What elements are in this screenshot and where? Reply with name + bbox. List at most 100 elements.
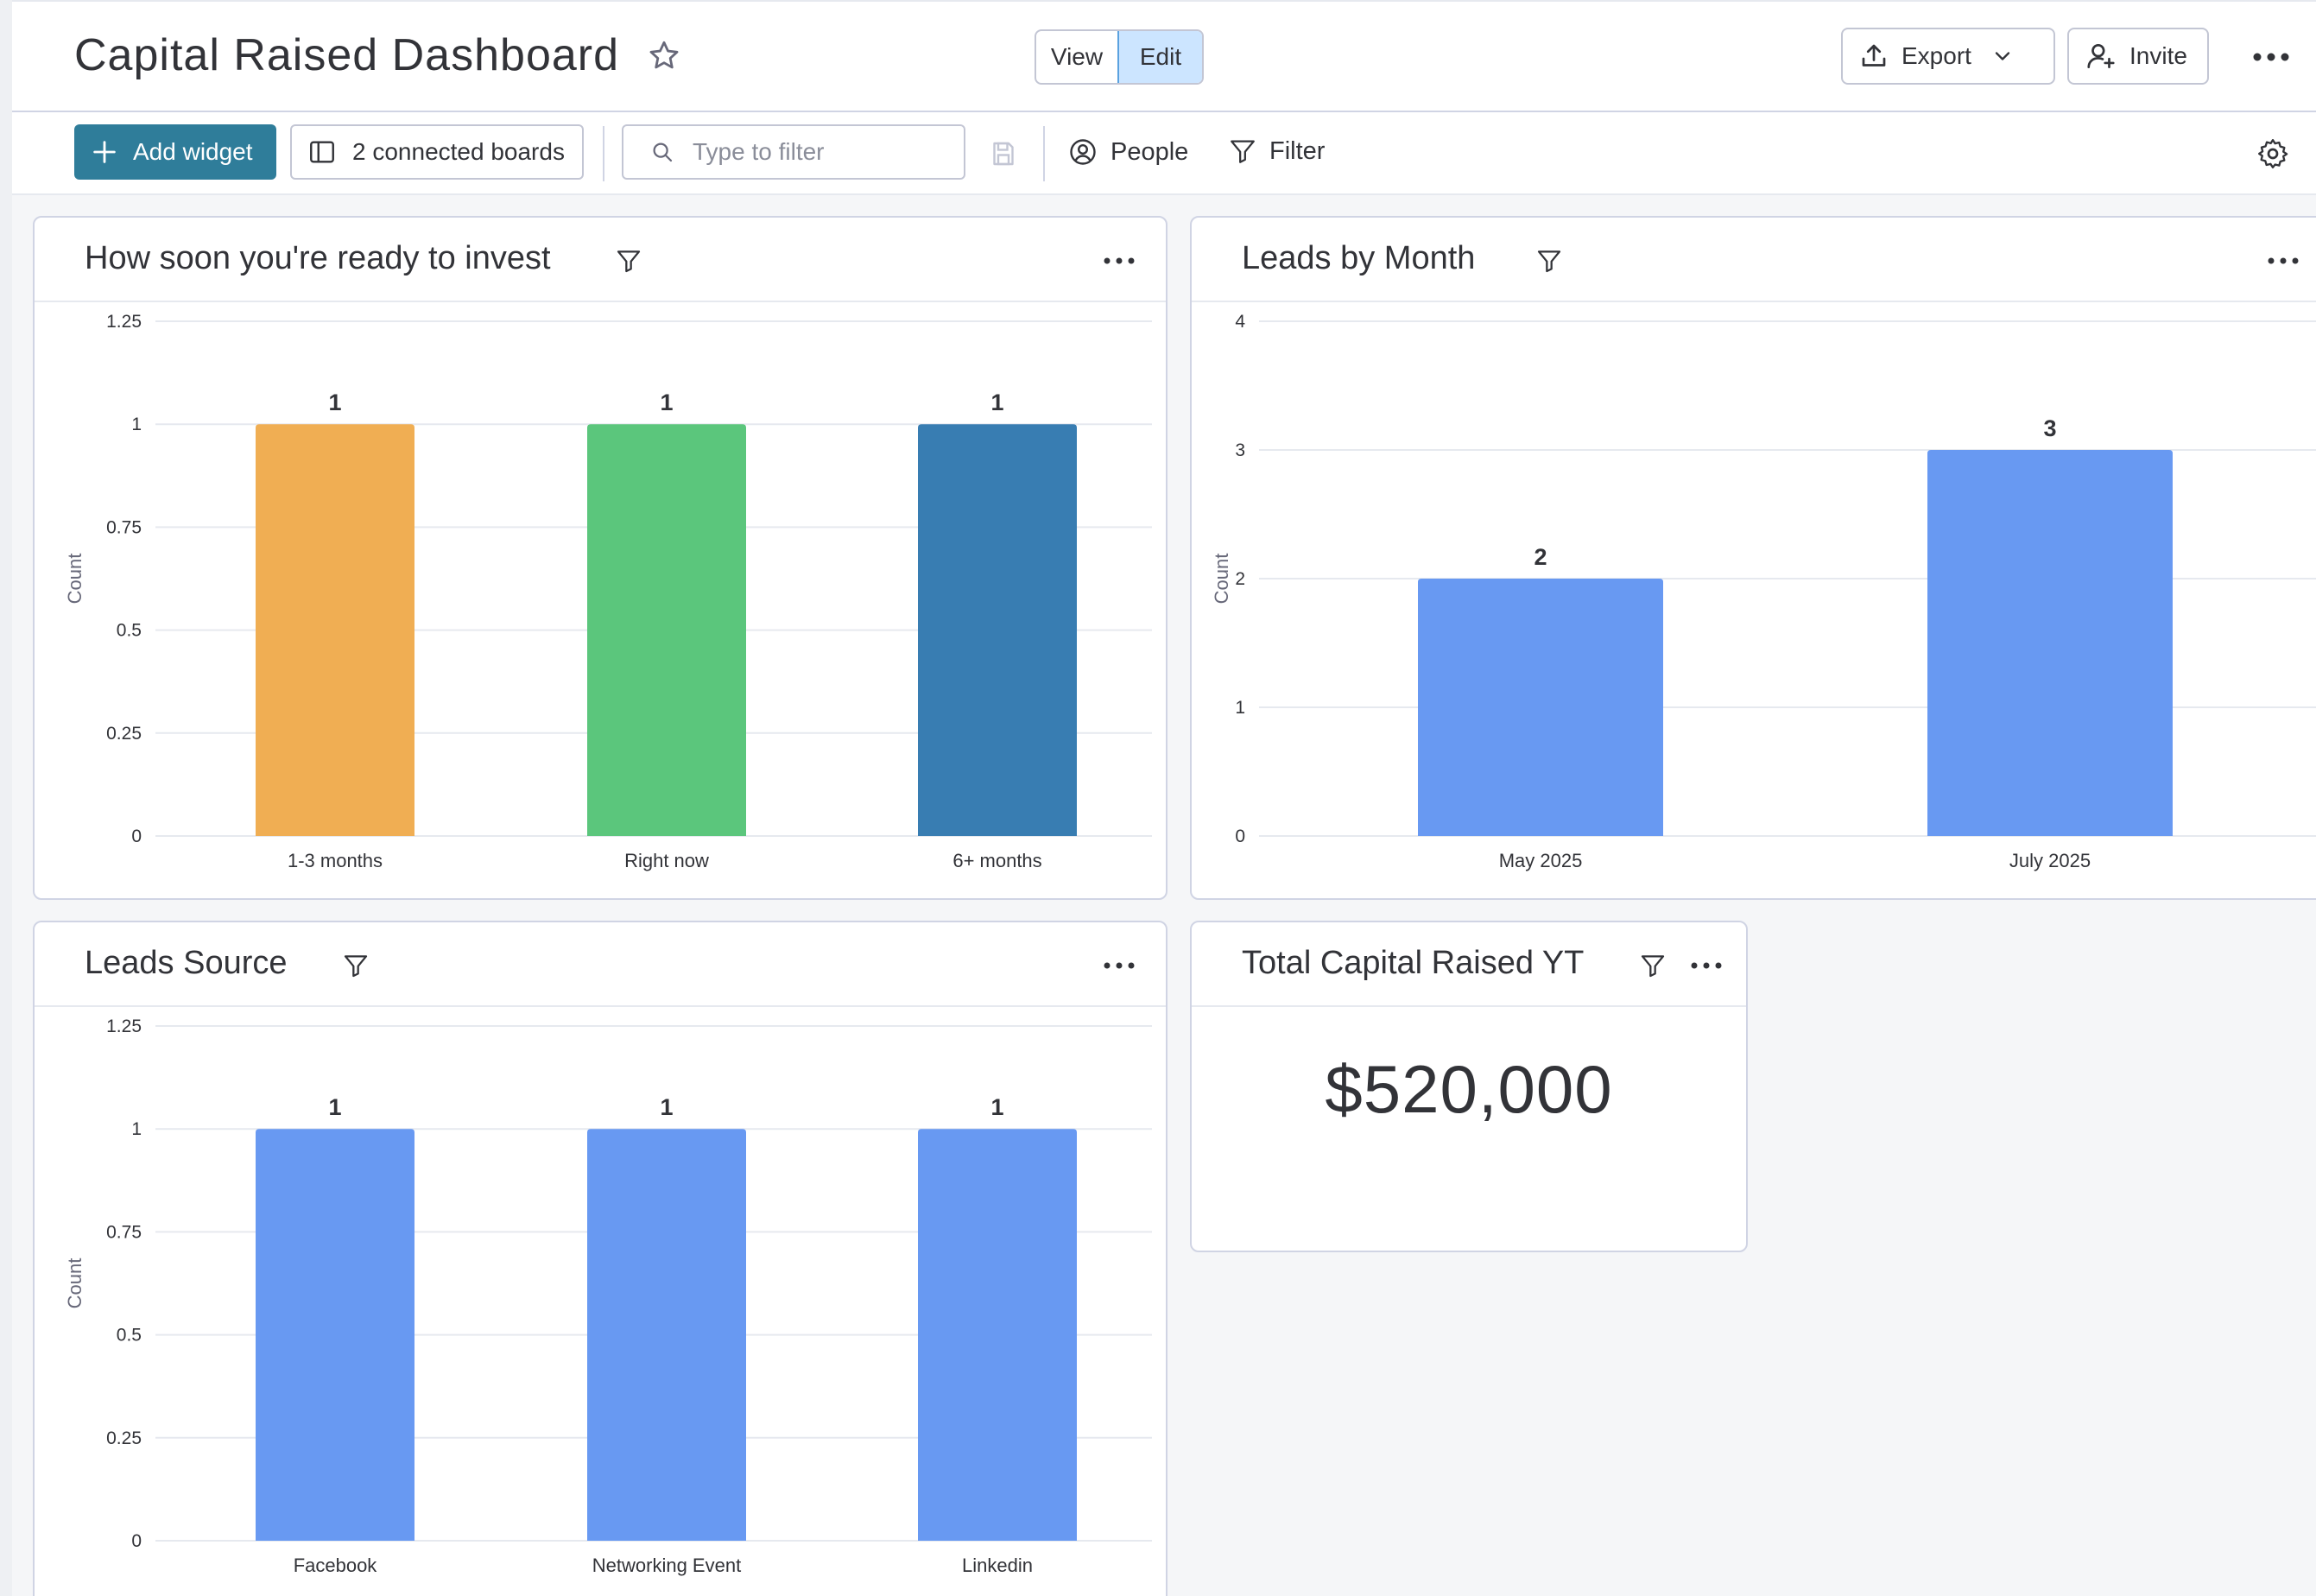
y-tick-label: 1 <box>131 1119 142 1139</box>
bar <box>256 424 414 836</box>
y-tick-label: 0.5 <box>117 1326 142 1346</box>
bar-value-label: 1 <box>328 1094 341 1120</box>
filter-icon[interactable] <box>615 247 642 275</box>
y-tick-label: 1.25 <box>106 1016 142 1036</box>
bar-value-label: 2 <box>1534 544 1547 570</box>
toolbar-divider <box>1043 126 1045 181</box>
x-tick-label: Right now <box>624 850 709 871</box>
more-options-icon[interactable] <box>2249 41 2294 73</box>
search-input[interactable]: Type to filter <box>622 124 965 180</box>
bar <box>918 424 1077 836</box>
search-icon <box>653 142 673 162</box>
upload-icon <box>1862 44 1886 66</box>
people-filter-button[interactable]: People <box>1067 136 1188 168</box>
filter-icon[interactable] <box>1535 247 1563 275</box>
view-edit-toggle: View Edit <box>1035 29 1204 85</box>
filter-icon <box>1231 140 1255 163</box>
more-options-icon[interactable] <box>1102 250 1136 271</box>
widget-ready-to-invest: How soon you're ready to invest 0 0.25 0.5… <box>33 216 1167 900</box>
search-placeholder: Type to filter <box>693 138 825 165</box>
left-edge-strip <box>0 0 12 1596</box>
y-tick-label: 0.75 <box>106 517 142 537</box>
x-tick-label: Facebook <box>294 1555 378 1576</box>
widget-leads-source: Leads Source 0 0.25 0.5 0.75 1 1.25 Count 1 Face… <box>33 921 1167 1596</box>
widget-title: Total Capital Raised YT <box>1242 945 1585 981</box>
x-tick-label: Linkedin <box>962 1555 1033 1576</box>
x-tick-label: 6+ months <box>952 850 1041 871</box>
x-tick-label: May 2025 <box>1499 850 1583 871</box>
widget-header: Leads Source <box>35 922 1166 1007</box>
y-tick-label: 0 <box>131 1531 142 1551</box>
toolbar-divider <box>603 126 604 181</box>
y-tick-label: 1 <box>1235 698 1245 718</box>
widget-header: How soon you're ready to invest <box>35 218 1166 302</box>
bar-value-label: 1 <box>990 1094 1003 1120</box>
bar-value-label: 1 <box>328 390 341 415</box>
y-tick-label: 0 <box>131 826 142 846</box>
widget-leads-by-month: Leads by Month 0 1 2 3 4 Count 2 May 2025 3 July … <box>1190 216 2316 900</box>
export-button[interactable]: Export <box>1841 28 2055 85</box>
bar <box>1418 579 1663 836</box>
people-label: People <box>1111 137 1189 166</box>
board-panel-icon <box>310 141 334 163</box>
kpi-value: $520,000 <box>1325 1051 1613 1127</box>
y-tick-label: 1 <box>131 415 142 434</box>
connected-boards-label: 2 connected boards <box>352 138 565 165</box>
more-options-icon[interactable] <box>2266 250 2300 271</box>
widget-total-capital: Total Capital Raised YT $520,000 <box>1190 921 1748 1252</box>
dashboard-toolbar: Add widget 2 connected boards Type to fi… <box>12 112 2316 195</box>
bar-value-label: 1 <box>990 390 1003 415</box>
widget-header: Total Capital Raised YT <box>1192 922 1746 1007</box>
bar <box>256 1129 414 1541</box>
y-tick-label: 0.5 <box>117 621 142 641</box>
bar <box>587 424 746 836</box>
bar-value-label: 1 <box>660 1094 673 1120</box>
bar <box>587 1129 746 1541</box>
plus-icon <box>93 141 116 163</box>
bar <box>918 1129 1077 1541</box>
add-user-icon <box>2087 43 2115 69</box>
y-tick-label: 0.25 <box>106 724 142 744</box>
filter-icon[interactable] <box>1639 952 1667 979</box>
y-axis-label: Count <box>64 1258 85 1309</box>
connected-boards-button[interactable]: 2 connected boards <box>290 124 584 180</box>
filter-icon[interactable] <box>342 952 370 979</box>
y-tick-label: 1.25 <box>106 312 142 332</box>
view-mode-button[interactable]: View <box>1050 43 1104 70</box>
gear-icon[interactable] <box>2256 136 2290 171</box>
more-options-icon[interactable] <box>1689 955 1724 976</box>
bar-chart-leads-source: 0 0.25 0.5 0.75 1 1.25 Count 1 Facebook 1 Networki… <box>64 1016 1152 1576</box>
star-icon[interactable] <box>646 38 682 74</box>
person-circle-icon <box>1070 139 1096 165</box>
y-axis-label: Count <box>1211 554 1232 605</box>
filter-button[interactable]: Filter <box>1228 136 1325 166</box>
edit-mode-button[interactable]: Edit <box>1117 31 1202 83</box>
x-tick-label: Networking Event <box>592 1555 741 1576</box>
widget-header: Leads by Month <box>1192 218 2316 302</box>
y-axis-label: Count <box>64 554 85 605</box>
chevron-down-icon <box>1995 52 2010 60</box>
x-tick-label: 1-3 months <box>288 850 383 871</box>
bar-value-label: 1 <box>660 390 673 415</box>
y-tick-label: 4 <box>1235 312 1245 332</box>
save-icon[interactable] <box>988 138 1019 169</box>
filter-label: Filter <box>1269 136 1326 165</box>
more-options-icon[interactable] <box>1102 955 1136 976</box>
x-tick-label: July 2025 <box>2009 850 2091 871</box>
y-tick-label: 3 <box>1235 440 1245 460</box>
invite-label: Invite <box>2129 42 2187 69</box>
widget-title: Leads by Month <box>1242 240 1476 276</box>
y-tick-label: 0 <box>1235 826 1245 846</box>
bar-value-label: 3 <box>2043 415 2056 441</box>
export-label: Export <box>1902 42 1971 69</box>
widget-title: Leads Source <box>85 945 288 981</box>
add-widget-label: Add widget <box>133 138 253 165</box>
y-tick-label: 0.75 <box>106 1222 142 1242</box>
page-title: Capital Raised Dashboard <box>74 30 620 80</box>
add-widget-button[interactable]: Add widget <box>74 124 276 180</box>
bar <box>1927 450 2173 836</box>
invite-button[interactable]: Invite <box>2067 28 2209 85</box>
widget-title: How soon you're ready to invest <box>85 240 551 276</box>
dashboard-header: Capital Raised Dashboard View Edit Expor… <box>12 0 2316 112</box>
